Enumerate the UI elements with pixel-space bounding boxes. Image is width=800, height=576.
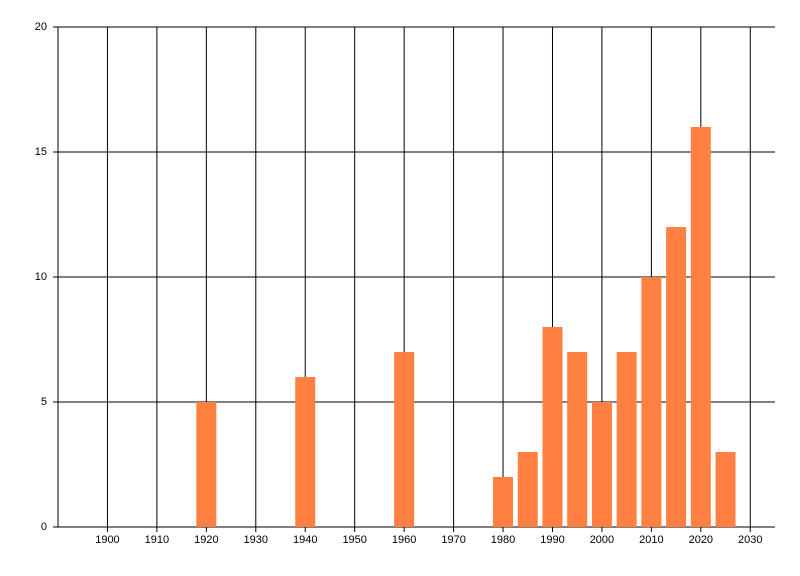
x-tick-label: 1920 [194,534,218,546]
bar [641,277,662,527]
bar [567,352,588,527]
y-tick-label: 0 [41,521,47,533]
bar [591,402,612,527]
x-tick-label: 1970 [441,534,465,546]
x-tick-label: 1900 [95,534,119,546]
x-tick-label: 2000 [590,534,614,546]
y-tick-label: 15 [35,146,47,158]
bar [616,352,637,527]
bar [493,477,514,527]
bar [690,127,711,527]
x-tick-label: 2020 [689,534,713,546]
y-tick-label: 10 [35,271,47,283]
y-tick-label: 20 [35,21,47,33]
x-tick-label: 1980 [491,534,515,546]
bar [666,227,687,527]
x-tick-label: 1950 [342,534,366,546]
bar [295,377,316,527]
x-tick-label: 2030 [738,534,762,546]
y-tick-label: 5 [41,396,47,408]
x-tick-label: 1940 [293,534,317,546]
bar [517,452,538,527]
bar [542,327,563,527]
x-tick-label: 1990 [540,534,564,546]
x-tick-label: 1930 [244,534,268,546]
x-tick-label: 1910 [145,534,169,546]
x-tick-label: 1960 [392,534,416,546]
bar [394,352,415,527]
x-tick-label: 2010 [639,534,663,546]
bar [196,402,217,527]
bar [715,452,736,527]
